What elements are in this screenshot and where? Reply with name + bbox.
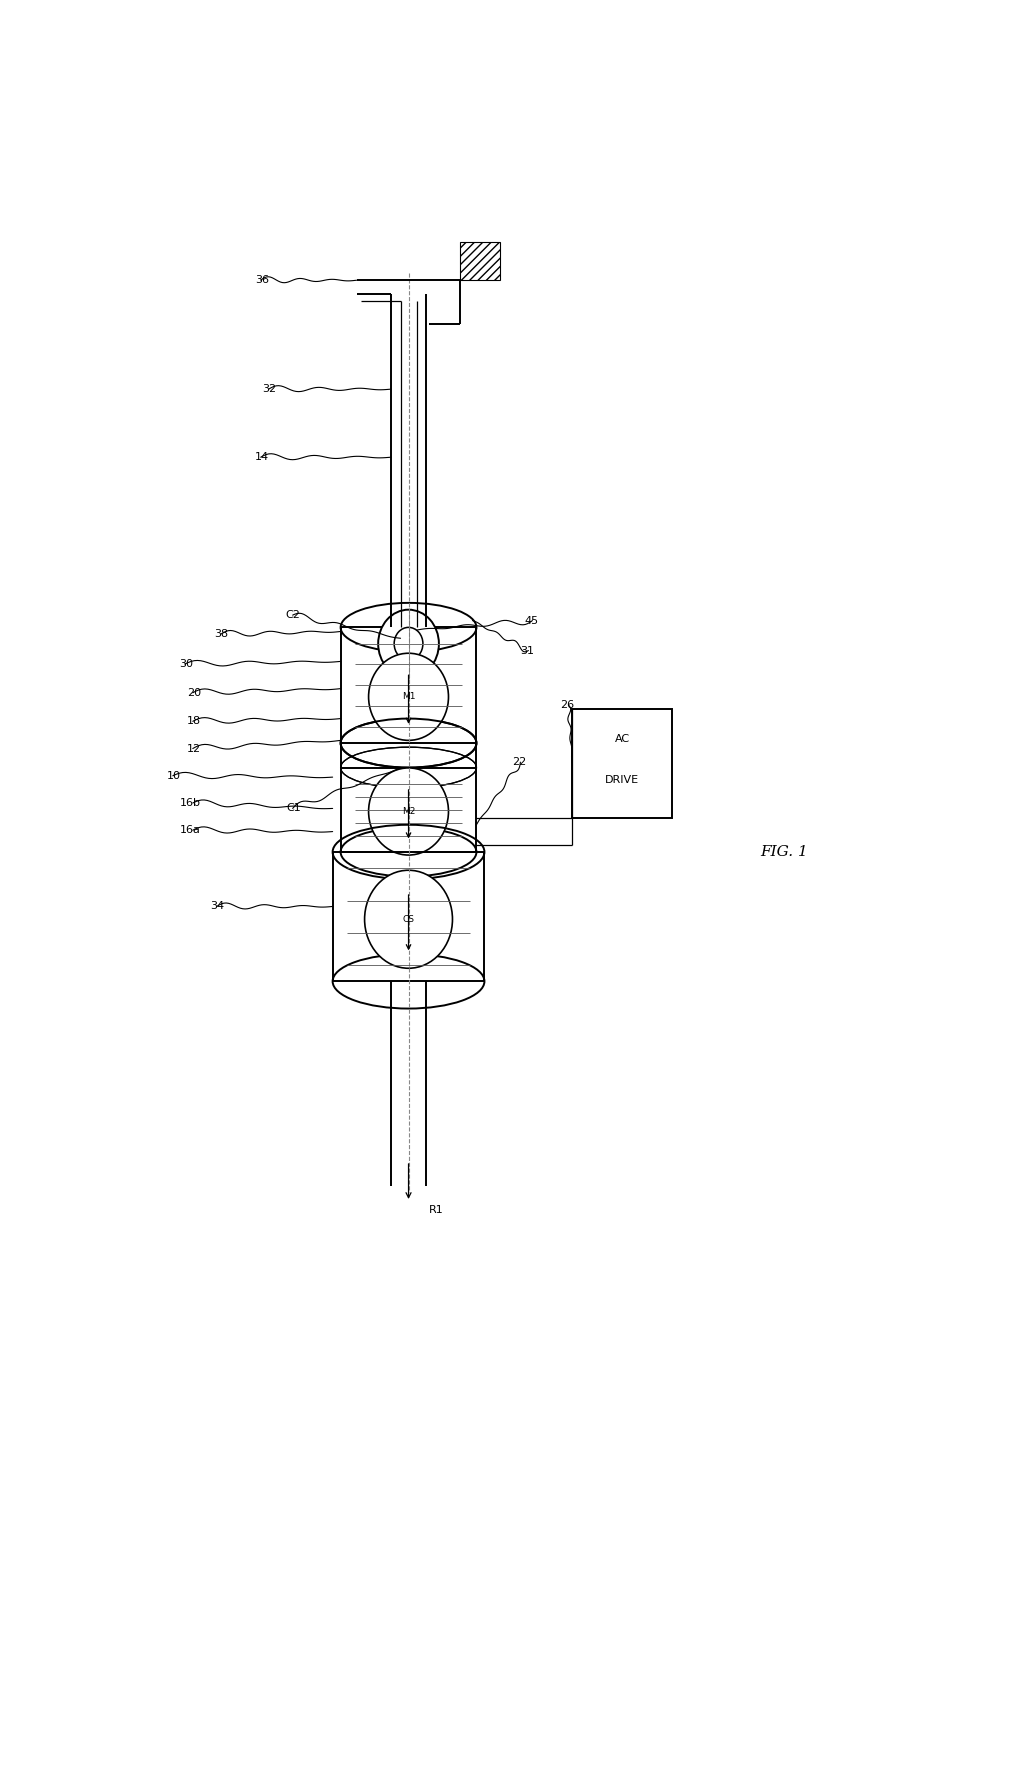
Text: M1: M1 xyxy=(402,693,415,702)
Ellipse shape xyxy=(365,870,453,969)
Text: 30: 30 xyxy=(178,659,193,668)
Ellipse shape xyxy=(369,652,448,741)
Bar xyxy=(333,852,485,981)
Text: 32: 32 xyxy=(263,384,276,394)
Text: 36: 36 xyxy=(255,276,269,285)
Text: 22: 22 xyxy=(512,757,527,767)
Text: AC: AC xyxy=(614,734,630,744)
Text: R1: R1 xyxy=(429,1206,443,1215)
Text: 16a: 16a xyxy=(180,826,201,834)
Text: 18: 18 xyxy=(187,716,201,727)
Text: 10: 10 xyxy=(167,771,180,781)
Bar xyxy=(340,628,476,743)
Ellipse shape xyxy=(369,767,448,856)
Text: 20: 20 xyxy=(187,688,201,698)
Text: FIG. 1: FIG. 1 xyxy=(760,845,808,859)
Text: 26: 26 xyxy=(561,700,574,711)
Text: 31: 31 xyxy=(521,645,534,656)
Text: 38: 38 xyxy=(214,629,229,640)
Text: 16b: 16b xyxy=(179,797,201,808)
Text: 45: 45 xyxy=(525,615,538,626)
Bar xyxy=(572,709,672,819)
Bar xyxy=(340,767,476,852)
Text: DRIVE: DRIVE xyxy=(605,774,639,785)
Text: CS: CS xyxy=(402,914,414,923)
Bar xyxy=(461,242,500,279)
Ellipse shape xyxy=(394,628,423,659)
Ellipse shape xyxy=(378,610,439,677)
Text: C1: C1 xyxy=(286,803,301,813)
Text: 34: 34 xyxy=(210,902,225,912)
Text: 12: 12 xyxy=(187,744,201,753)
Text: C2: C2 xyxy=(286,610,301,621)
Text: 14: 14 xyxy=(255,453,269,461)
Text: M2: M2 xyxy=(402,806,415,817)
